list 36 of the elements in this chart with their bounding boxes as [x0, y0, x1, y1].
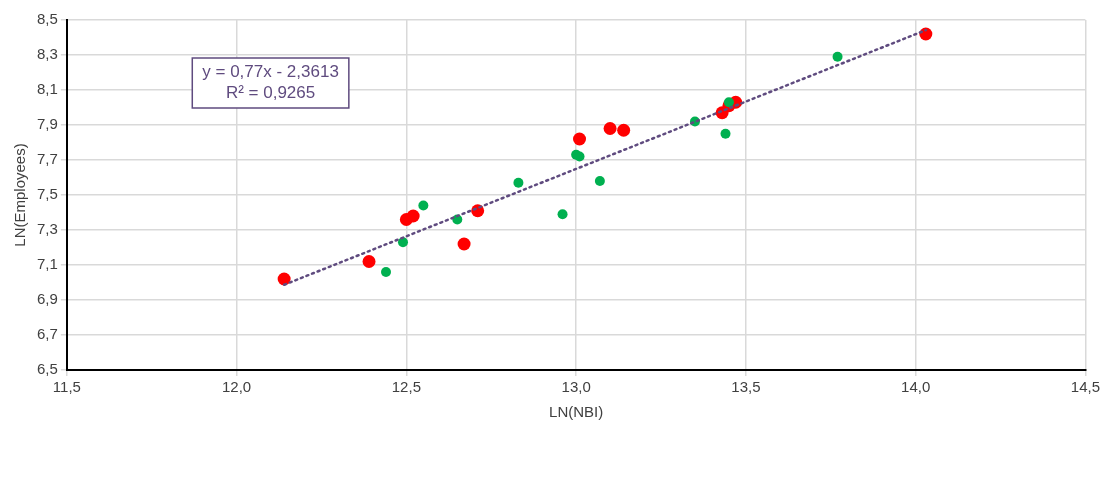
point	[603, 122, 617, 135]
point	[513, 177, 524, 188]
point	[406, 209, 420, 223]
y-tick-label: 8,3	[36, 45, 58, 63]
point	[720, 128, 731, 139]
point	[457, 237, 471, 251]
point	[418, 200, 429, 211]
point	[617, 123, 631, 137]
y-tick-label: 8,5	[36, 10, 58, 28]
point	[723, 97, 734, 108]
y-tick-label: 7,9	[36, 115, 58, 133]
point	[573, 132, 587, 146]
x-tick-label: 13,5	[731, 378, 761, 396]
y-tick-label: 7,1	[36, 255, 58, 273]
point	[832, 51, 843, 62]
y-tick-label: 6,5	[36, 360, 58, 378]
x-tick-label: 14,0	[901, 378, 931, 396]
x-tick-label: 14,5	[1070, 378, 1100, 396]
y-tick-label: 6,7	[36, 325, 58, 343]
point	[381, 267, 391, 277]
x-tick-label: 13,0	[561, 378, 591, 396]
x-tick-label: 12,5	[391, 378, 421, 396]
y-tick-label: 7,3	[36, 220, 58, 238]
point	[557, 209, 568, 220]
y-tick-label: 8,1	[36, 80, 58, 98]
x-tick-label: 12,0	[222, 378, 252, 396]
annotation: R² = 0,9265	[225, 83, 316, 103]
point	[594, 176, 605, 186]
y-tick-label: 6,9	[36, 290, 58, 308]
point	[362, 255, 376, 268]
y-axis-title: LN(Employees)	[11, 143, 29, 247]
x-axis-title: LN(NBI)	[549, 403, 604, 421]
y-tick-label: 7,5	[36, 185, 58, 203]
x-tick-label: 11,5	[52, 378, 81, 396]
annotation: y = 0,77x - 2,3613	[202, 62, 339, 82]
y-tick-label: 7,7	[36, 150, 58, 168]
